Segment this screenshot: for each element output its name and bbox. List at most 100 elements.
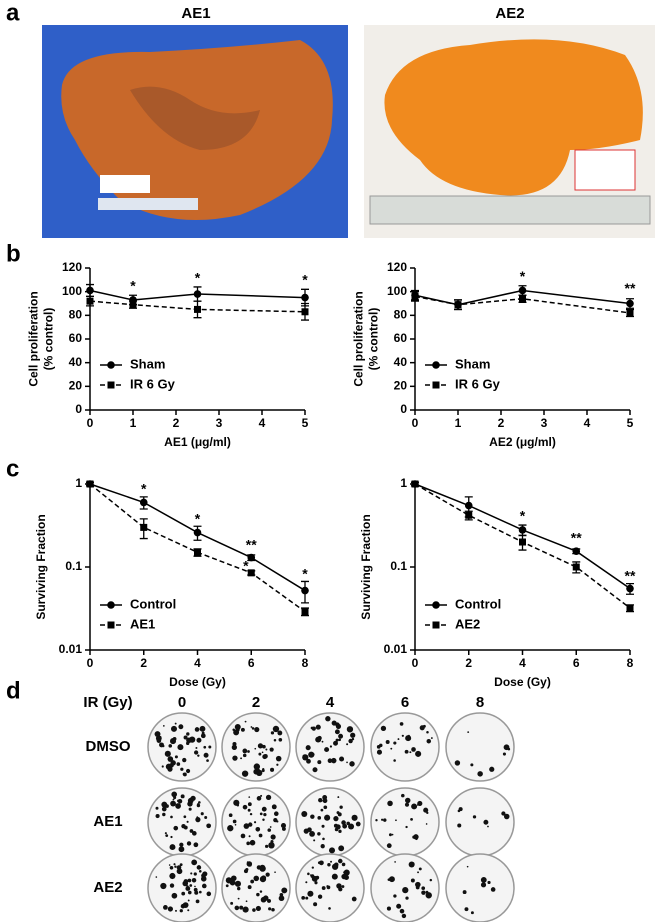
colony — [338, 845, 345, 852]
colony — [171, 892, 178, 899]
colony — [415, 885, 420, 890]
colony — [227, 825, 234, 832]
colony — [189, 736, 196, 743]
dish — [445, 787, 515, 857]
marker — [301, 308, 309, 316]
colony — [186, 885, 189, 888]
colony — [261, 769, 265, 773]
colony — [351, 896, 357, 902]
colony — [168, 864, 171, 866]
colony — [169, 872, 176, 880]
colony — [405, 896, 409, 900]
colony — [161, 806, 167, 812]
colony — [176, 762, 181, 766]
dish — [221, 853, 291, 922]
dish-grid — [147, 712, 515, 922]
colony — [177, 799, 183, 804]
colony — [193, 842, 199, 848]
colony — [346, 726, 354, 733]
colony — [324, 747, 330, 753]
colony — [402, 887, 409, 894]
colony — [336, 883, 342, 889]
colony — [193, 872, 197, 876]
colony — [249, 839, 256, 846]
colony — [470, 911, 474, 915]
colony — [335, 738, 339, 742]
colony — [507, 747, 511, 751]
colony — [256, 769, 263, 776]
colony — [325, 716, 331, 722]
colony — [247, 808, 251, 812]
panel-label: c — [6, 455, 19, 482]
colony — [335, 723, 342, 729]
colony — [306, 758, 311, 764]
x-tick-label: 0 — [412, 416, 419, 430]
colony — [457, 823, 462, 828]
colony — [387, 878, 391, 881]
colony — [278, 895, 285, 902]
colony — [265, 844, 269, 848]
colony — [206, 891, 212, 897]
y-axis-label: (% control) — [42, 308, 56, 371]
colony — [472, 815, 477, 819]
colony — [391, 833, 394, 836]
colony — [246, 841, 250, 846]
colony — [259, 864, 266, 871]
marker — [86, 480, 94, 488]
colony — [255, 826, 261, 832]
colony — [348, 823, 355, 830]
colony — [191, 877, 197, 883]
colony — [181, 891, 186, 896]
axis-line — [89, 484, 305, 651]
marker — [519, 538, 526, 546]
colony — [335, 824, 341, 830]
colony — [305, 896, 309, 900]
colony — [311, 866, 314, 869]
colony — [375, 819, 378, 822]
legend-marker — [107, 381, 115, 389]
colony — [201, 883, 207, 889]
colony — [483, 819, 489, 825]
colony — [394, 861, 396, 863]
colony — [251, 727, 255, 730]
colony — [272, 725, 280, 733]
colony — [490, 887, 496, 892]
marker — [626, 604, 634, 612]
colony — [267, 898, 272, 903]
colony — [379, 743, 383, 748]
colony — [263, 753, 268, 759]
colony — [312, 753, 315, 756]
colony — [169, 844, 176, 851]
colony — [338, 858, 343, 864]
colony — [346, 761, 348, 764]
colony — [167, 906, 173, 912]
colony — [310, 726, 314, 730]
colony — [195, 746, 198, 749]
colony — [200, 812, 204, 816]
x-tick-label: 5 — [627, 416, 634, 430]
colony — [327, 863, 331, 867]
colony — [328, 847, 336, 854]
colony — [269, 747, 274, 752]
colony — [273, 739, 277, 742]
colony — [396, 903, 402, 909]
colony — [388, 833, 392, 837]
colony — [339, 756, 345, 762]
colony — [425, 823, 428, 825]
colony — [387, 800, 393, 807]
colony — [318, 860, 324, 866]
colony — [173, 825, 179, 831]
colony — [423, 807, 429, 813]
colony — [255, 905, 261, 912]
y-tick-label: 120 — [62, 260, 82, 274]
marker — [626, 299, 634, 308]
colony — [503, 813, 510, 820]
colony — [248, 835, 251, 838]
colony — [318, 797, 323, 803]
legend-label: Control — [130, 596, 176, 611]
colony — [232, 819, 237, 824]
colony — [274, 871, 276, 873]
colony — [178, 868, 182, 871]
colony — [232, 742, 237, 747]
colony — [186, 732, 190, 736]
